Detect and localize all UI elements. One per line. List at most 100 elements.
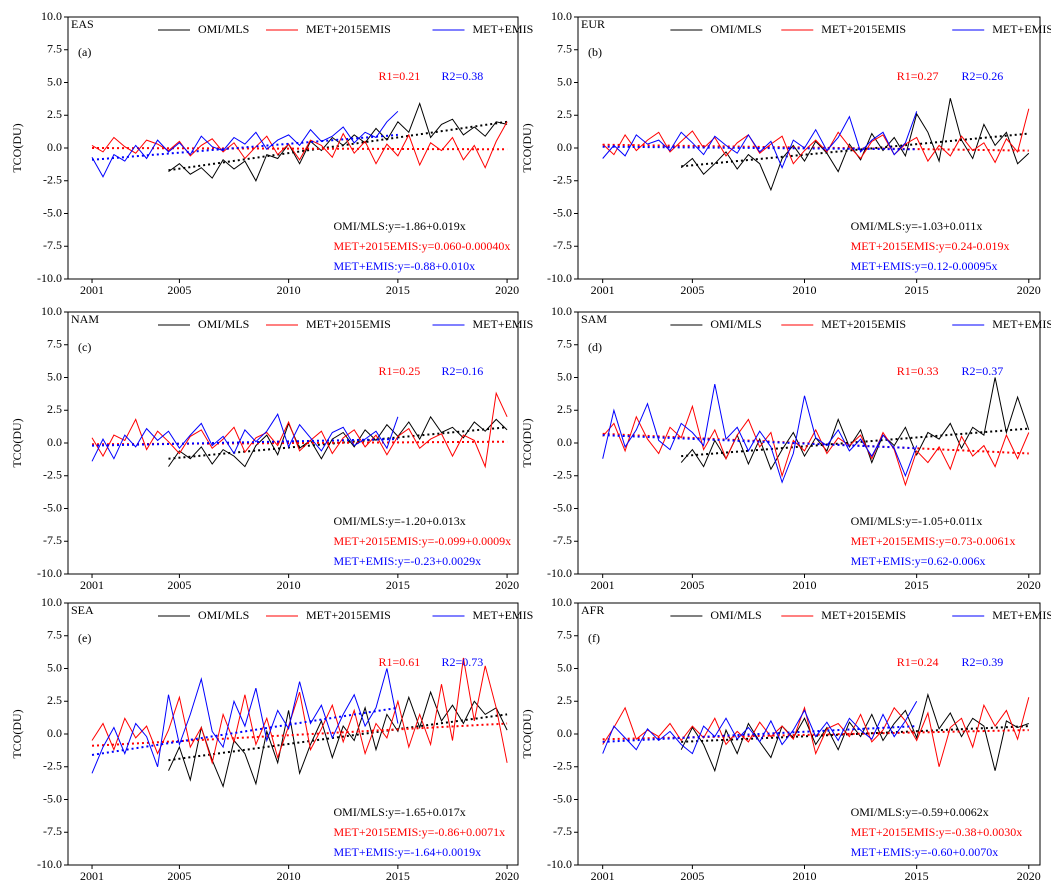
equation: OMI/MLS:y=-1.65+0.017x — [334, 805, 466, 819]
r1-label: R1=0.24 — [897, 655, 939, 669]
equation: MET+EMIS:y=-0.23+0.0029x — [334, 554, 482, 568]
y-tick-label: 2.5 — [557, 693, 572, 707]
legend-label: MET+EMIS — [473, 317, 534, 331]
equation: MET+2015EMIS:y=-0.38+0.0030x — [851, 825, 1023, 839]
r1-label: R1=0.21 — [379, 69, 421, 83]
trend-line — [91, 133, 398, 161]
legend-label: MET+EMIS — [992, 608, 1051, 622]
y-axis-label: TCO(DU) — [520, 123, 534, 172]
trend-line — [602, 145, 917, 151]
series-line — [91, 110, 399, 178]
x-tick-label: 2015 — [386, 578, 410, 592]
y-tick-label: -7.5 — [43, 238, 62, 252]
y-tick-label: 5.0 — [47, 74, 62, 88]
region-label: SAM — [581, 312, 607, 326]
r2-label: R2=0.73 — [442, 655, 484, 669]
y-tick-label: 2.5 — [557, 402, 572, 416]
r2-label: R2=0.26 — [961, 69, 1003, 83]
x-tick-label: 2015 — [386, 869, 410, 883]
legend-label: MET+EMIS — [992, 317, 1051, 331]
legend-label: MET+2015EMIS — [306, 22, 391, 36]
x-tick-label: 2015 — [386, 283, 410, 297]
legend-label: MET+2015EMIS — [821, 22, 906, 36]
r2-label: R2=0.16 — [442, 364, 484, 378]
x-tick-label: 2020 — [495, 283, 519, 297]
y-tick-label: 10.0 — [41, 9, 62, 23]
equation: OMI/MLS:y=-1.86+0.019x — [334, 219, 466, 233]
trend-line — [681, 132, 1029, 168]
equation: OMI/MLS:y=-1.05+0.011x — [851, 514, 983, 528]
equation: MET+2015EMIS:y=0.24-0.019x — [851, 239, 1010, 253]
y-tick-label: 0.0 — [47, 435, 62, 449]
x-tick-label: 2005 — [680, 578, 704, 592]
equation: MET+EMIS:y=-1.64+0.0019x — [334, 845, 482, 859]
y-axis-label: TCO(DU) — [10, 123, 24, 172]
y-tick-label: 5.0 — [557, 74, 572, 88]
series-line — [91, 391, 508, 469]
y-tick-label: 7.5 — [47, 337, 62, 351]
y-tick-label: 5.0 — [47, 369, 62, 383]
legend-label: MET+2015EMIS — [821, 608, 906, 622]
x-tick-label: 2020 — [1017, 283, 1041, 297]
y-tick-label: -5.0 — [553, 791, 572, 805]
series-line — [168, 690, 508, 789]
series-line — [680, 692, 1029, 773]
legend-label: OMI/MLS — [198, 608, 249, 622]
series-line — [168, 101, 508, 182]
y-tick-label: -10.0 — [547, 271, 572, 285]
equation: MET+2015EMIS:y=-0.86+0.0071x — [334, 825, 506, 839]
trend-line — [91, 722, 508, 747]
legend-label: MET+EMIS — [992, 22, 1051, 36]
r1-label: R1=0.27 — [897, 69, 939, 83]
y-axis-label: TCO(DU) — [10, 709, 24, 758]
r1-label: R1=0.25 — [379, 364, 421, 378]
y-tick-label: 7.5 — [47, 628, 62, 642]
x-tick-label: 2010 — [793, 869, 817, 883]
equation: MET+2015EMIS:y=-0.099+0.0009x — [334, 534, 512, 548]
y-tick-label: -10.0 — [547, 857, 572, 871]
x-tick-label: 2010 — [793, 283, 817, 297]
r1-label: R1=0.33 — [897, 364, 939, 378]
x-tick-label: 2001 — [80, 283, 104, 297]
y-tick-label: -2.5 — [553, 468, 572, 482]
equation: MET+2015EMIS:y=0.73-0.0061x — [851, 534, 1016, 548]
legend-label: OMI/MLS — [198, 317, 249, 331]
x-tick-label: 2005 — [167, 283, 191, 297]
legend-label: OMI/MLS — [710, 608, 761, 622]
x-tick-label: 2005 — [167, 578, 191, 592]
series-line — [680, 377, 1030, 471]
x-tick-label: 2020 — [1017, 578, 1041, 592]
region-label: EUR — [581, 17, 605, 31]
panel-label: (e) — [78, 631, 91, 645]
y-tick-label: -7.5 — [553, 533, 572, 547]
x-tick-label: 2020 — [1017, 869, 1041, 883]
equation: MET+2015EMIS:y=0.060-0.00040x — [334, 239, 511, 253]
y-tick-label: 0.0 — [47, 140, 62, 154]
x-tick-label: 2005 — [167, 869, 191, 883]
trend-line — [602, 725, 917, 743]
x-tick-label: 2015 — [905, 869, 929, 883]
legend-label: OMI/MLS — [198, 22, 249, 36]
x-tick-label: 2020 — [495, 869, 519, 883]
y-tick-label: -7.5 — [43, 533, 62, 547]
trend-line — [681, 427, 1029, 458]
y-axis-label: TCO(DU) — [520, 418, 534, 467]
x-tick-label: 2020 — [495, 578, 519, 592]
y-tick-label: 7.5 — [557, 628, 572, 642]
legend-label: MET+2015EMIS — [306, 317, 391, 331]
y-tick-label: 10.0 — [41, 595, 62, 609]
trend-line — [92, 147, 508, 151]
region-label: AFR — [581, 603, 604, 617]
legend-label: MET+2015EMIS — [821, 317, 906, 331]
y-tick-label: 7.5 — [557, 337, 572, 351]
equation: MET+EMIS:y=-0.60+0.0070x — [851, 845, 999, 859]
x-tick-label: 2001 — [591, 578, 615, 592]
y-tick-label: 2.5 — [47, 693, 62, 707]
panel-label: (a) — [78, 45, 91, 59]
y-tick-label: 2.5 — [557, 107, 572, 121]
y-tick-label: -10.0 — [547, 566, 572, 580]
y-axis-label: TCO(DU) — [520, 709, 534, 758]
y-tick-label: 5.0 — [557, 369, 572, 383]
trend-line — [168, 713, 508, 762]
